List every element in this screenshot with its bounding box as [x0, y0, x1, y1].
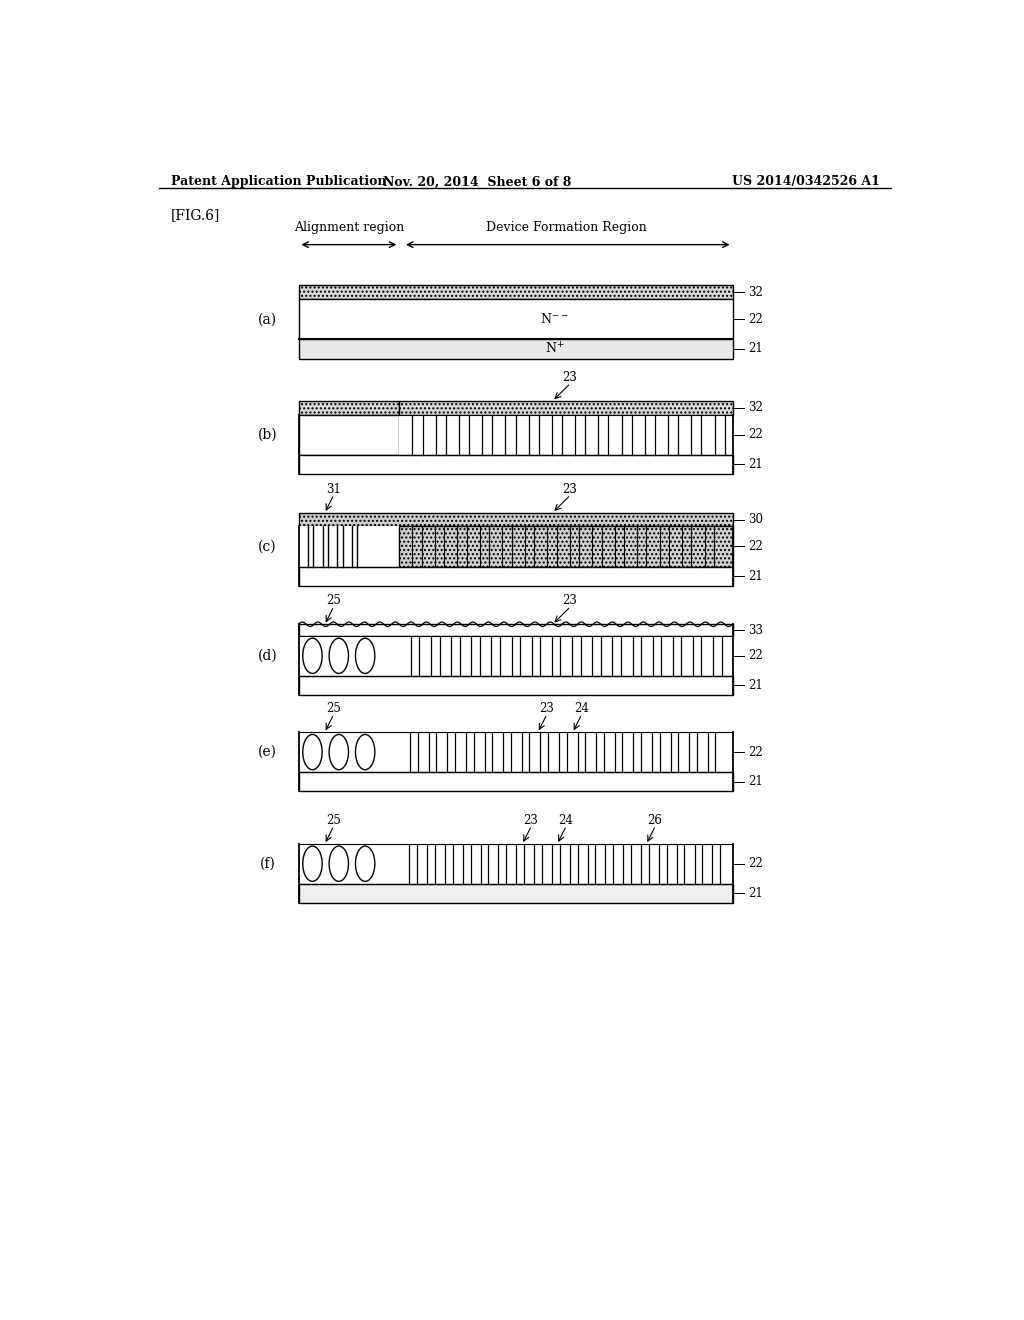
Text: 21: 21 — [748, 678, 763, 692]
Text: 31: 31 — [326, 483, 341, 496]
Ellipse shape — [355, 638, 375, 673]
Text: 22: 22 — [748, 857, 763, 870]
Bar — [299, 843, 399, 884]
Bar — [399, 401, 732, 414]
Bar — [299, 512, 732, 527]
Ellipse shape — [303, 638, 323, 673]
Bar — [399, 733, 732, 772]
Text: 26: 26 — [647, 813, 663, 826]
Text: 32: 32 — [748, 401, 763, 414]
Bar — [299, 884, 732, 903]
Text: Patent Application Publication: Patent Application Publication — [171, 176, 386, 189]
Text: 25: 25 — [326, 813, 341, 826]
Bar — [299, 733, 399, 772]
Text: (b): (b) — [258, 428, 278, 442]
Bar — [299, 676, 732, 696]
Ellipse shape — [329, 734, 348, 770]
Text: 23: 23 — [562, 483, 578, 496]
Bar — [299, 636, 399, 676]
Ellipse shape — [329, 638, 348, 673]
Text: 25: 25 — [326, 594, 341, 607]
Bar — [299, 772, 732, 792]
Bar — [399, 527, 732, 566]
Text: Nov. 20, 2014  Sheet 6 of 8: Nov. 20, 2014 Sheet 6 of 8 — [383, 176, 571, 189]
Text: [FIG.6]: [FIG.6] — [171, 209, 220, 223]
Bar — [399, 843, 732, 884]
Bar — [299, 339, 732, 359]
Text: 32: 32 — [748, 286, 763, 298]
Text: 23: 23 — [523, 813, 539, 826]
Text: 21: 21 — [748, 570, 763, 582]
Text: 24: 24 — [573, 702, 589, 715]
Text: 33: 33 — [748, 623, 763, 636]
Ellipse shape — [355, 734, 375, 770]
Bar — [399, 414, 732, 455]
Text: 22: 22 — [748, 428, 763, 441]
Text: 23: 23 — [562, 371, 578, 384]
Text: (d): (d) — [258, 649, 278, 663]
Ellipse shape — [303, 734, 323, 770]
Text: (c): (c) — [258, 540, 276, 553]
Text: 21: 21 — [748, 887, 763, 900]
Text: Device Formation Region: Device Formation Region — [485, 220, 646, 234]
Text: 22: 22 — [748, 540, 763, 553]
Text: 24: 24 — [558, 813, 573, 826]
Text: 22: 22 — [748, 649, 763, 663]
Bar — [299, 624, 732, 636]
Text: 21: 21 — [748, 458, 763, 471]
Ellipse shape — [355, 846, 375, 882]
Text: (a): (a) — [258, 313, 278, 326]
Text: 30: 30 — [748, 513, 763, 527]
Text: 22: 22 — [748, 746, 763, 759]
Text: (f): (f) — [259, 857, 275, 871]
Bar — [299, 300, 732, 339]
Text: Alignment region: Alignment region — [294, 220, 404, 234]
Text: N$^{+}$: N$^{+}$ — [545, 342, 564, 356]
Text: 25: 25 — [326, 702, 341, 715]
Bar — [299, 401, 399, 414]
Ellipse shape — [329, 846, 348, 882]
Text: US 2014/0342526 A1: US 2014/0342526 A1 — [732, 176, 880, 189]
Text: N$^{--}$: N$^{--}$ — [540, 313, 568, 326]
Text: 23: 23 — [539, 702, 554, 715]
Bar — [299, 285, 732, 300]
Bar — [299, 455, 732, 474]
Text: (e): (e) — [258, 744, 278, 759]
Bar — [299, 527, 399, 566]
Text: 21: 21 — [748, 775, 763, 788]
Bar — [299, 566, 732, 586]
Bar — [299, 414, 399, 455]
Text: 21: 21 — [748, 342, 763, 355]
Ellipse shape — [303, 846, 323, 882]
Bar — [399, 636, 732, 676]
Text: 22: 22 — [748, 313, 763, 326]
Text: 23: 23 — [562, 594, 578, 607]
